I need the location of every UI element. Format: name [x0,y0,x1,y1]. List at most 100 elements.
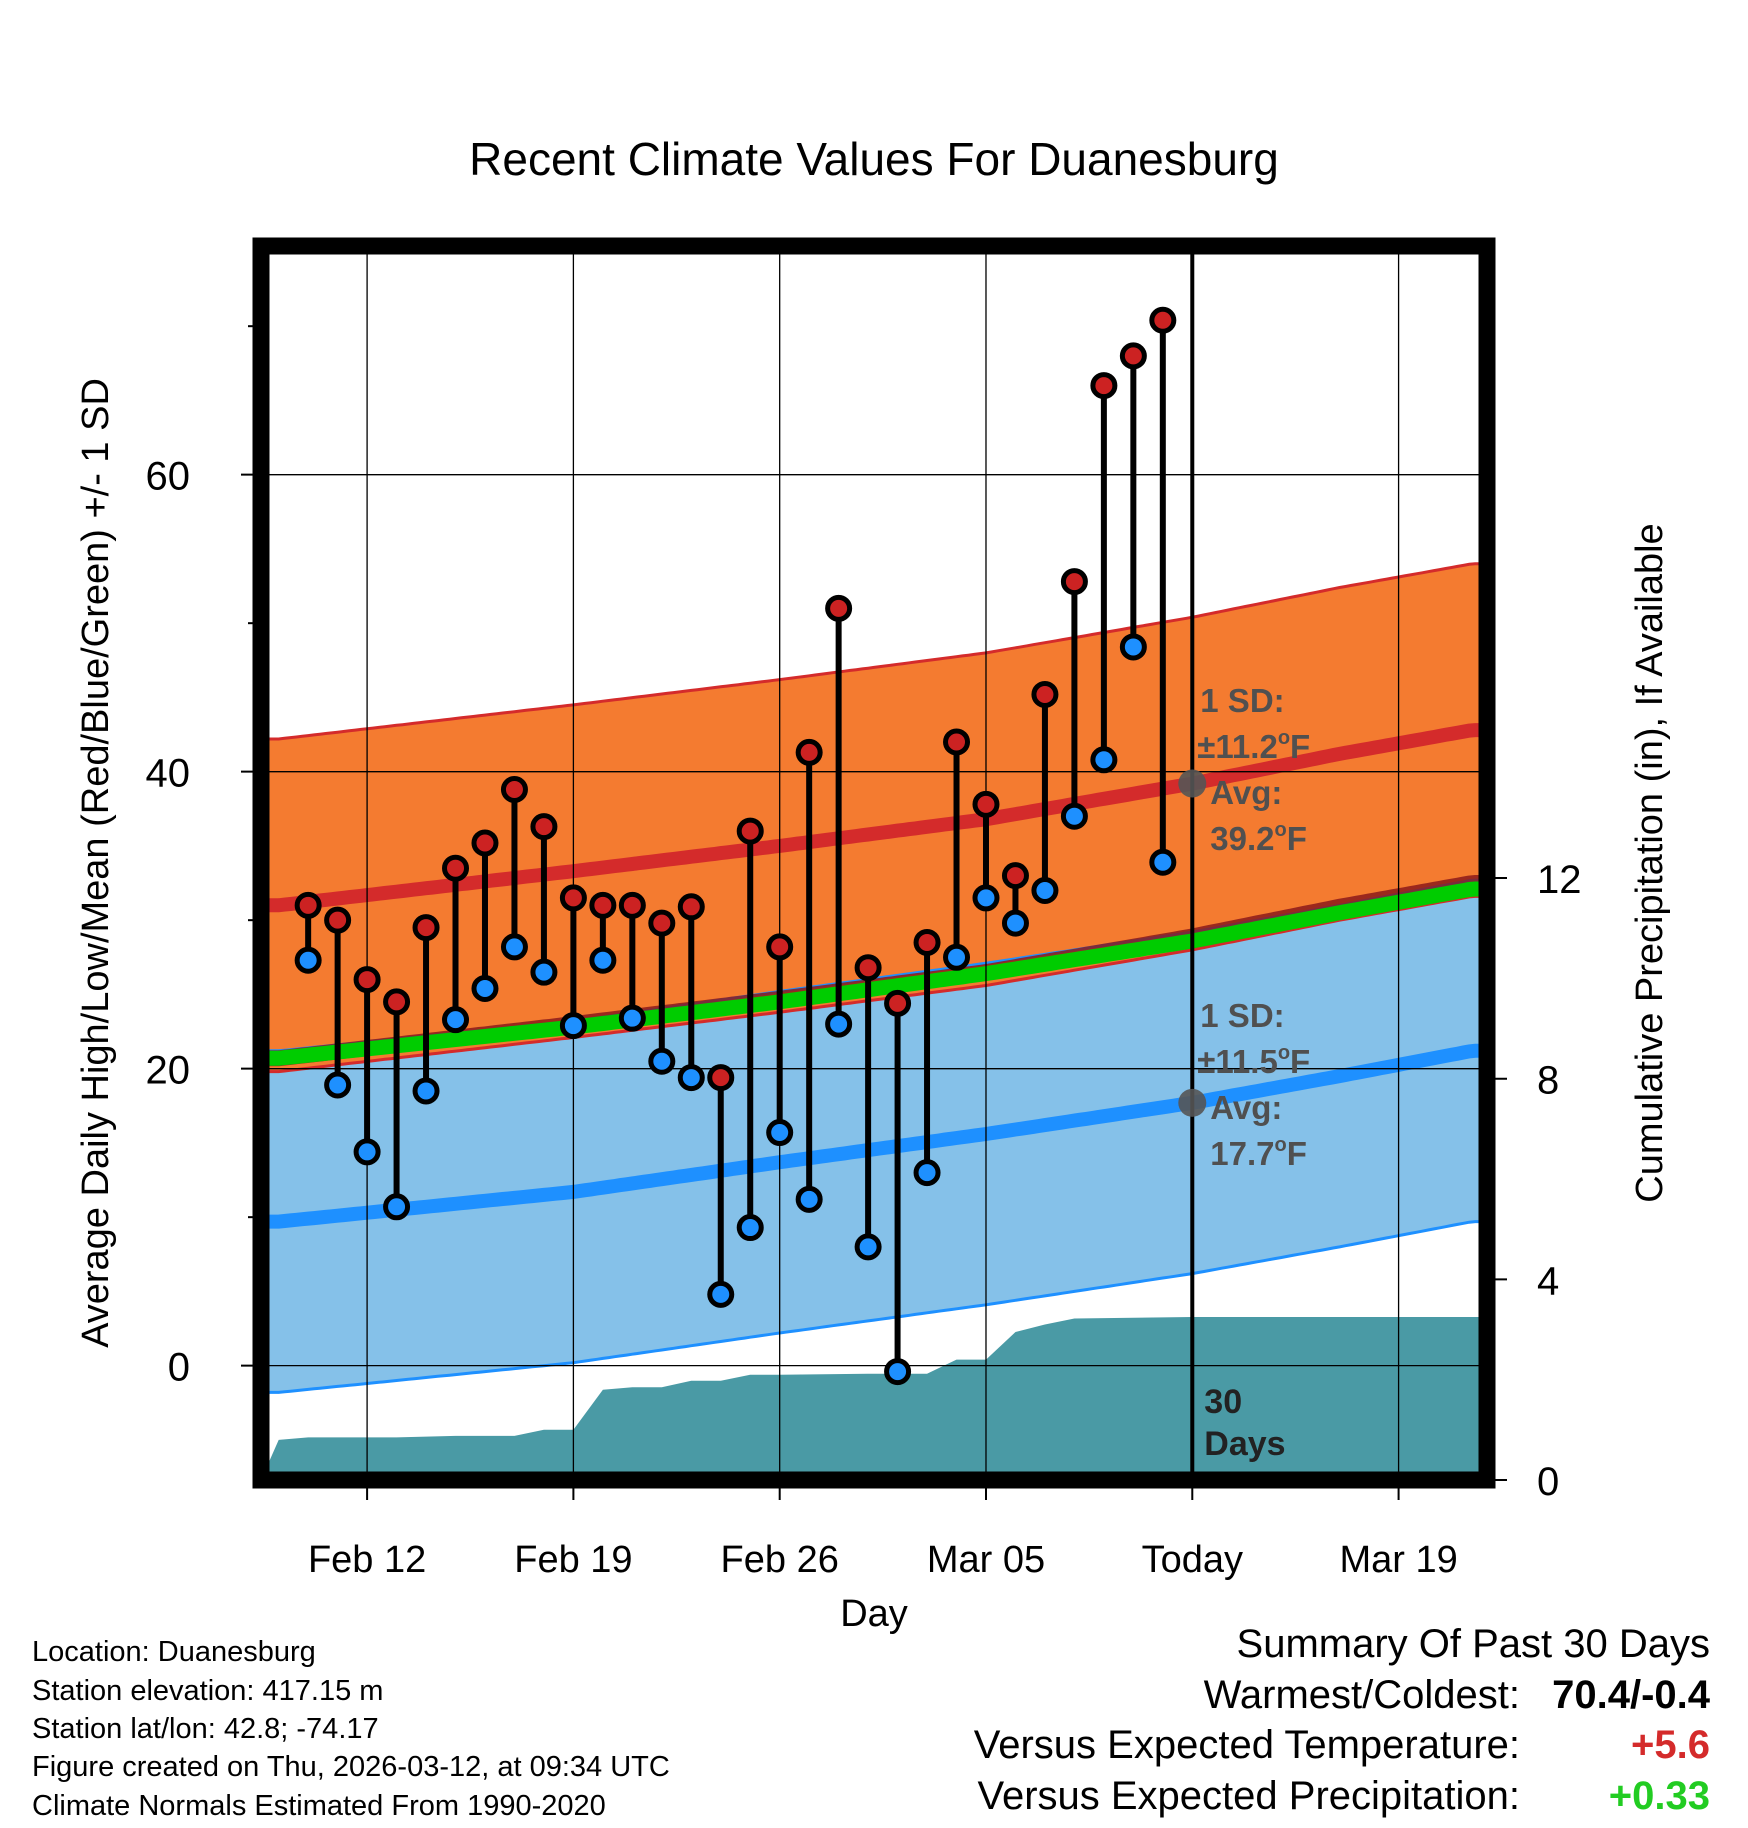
daily-low-point [559,1012,587,1040]
daily-high-point [707,1064,735,1092]
daily-high-point [766,933,794,961]
summary-temp-row: Versus Expected Temperature: +5.6 [974,1725,1710,1765]
summary-warmest-row: Warmest/Coldest: 70.4/-0.4 [1204,1675,1710,1715]
info-normals: Climate Normals Estimated From 1990-2020 [32,1790,606,1822]
x-tick-label: Feb 12 [308,1539,426,1581]
daily-high-point [471,829,499,857]
daily-high-point [795,738,823,766]
daily-high-point [1060,568,1088,596]
x-tick-label: Feb 19 [514,1539,632,1581]
high-annotation-avg-label: Avg: [1210,774,1282,811]
high-annotation-sd-label: 1 SD: [1200,682,1284,719]
y-tick-label: 0 [168,1346,190,1390]
normal-high-line [261,723,1487,913]
low-sd-band [261,880,1487,1393]
today-days-label: Days [1204,1425,1285,1463]
high-annotation-avg-value: 39.2oF [1210,819,1307,857]
daily-low-point [825,1010,853,1038]
daily-low-point [1119,633,1147,661]
today-days-count: 30 [1204,1383,1242,1421]
info-location: Location: Duanesburg [32,1636,316,1668]
daily-low-point [1001,909,1029,937]
daily-high-point [589,891,617,919]
summary-temp-label: Versus Expected Temperature: [973,1723,1520,1767]
low-annotation-today-dot [1178,1088,1207,1117]
daily-low-point [353,1138,381,1166]
daily-high-point [1119,342,1147,370]
summary-temp-value: +5.6 [1631,1723,1710,1767]
precipitation-area [261,1317,1487,1480]
info-latlon: Station lat/lon: 42.8; -74.17 [32,1713,379,1745]
daily-low-point [884,1358,912,1386]
daily-high-point [825,594,853,622]
daily-low-point [471,974,499,1002]
low-annotation-sd-unit: F [1290,1043,1310,1080]
high-annotation-today-dot [1178,769,1207,798]
daily-high-point [1090,372,1118,400]
normal-mean-line [261,881,1487,1066]
y-tick-label: 40 [146,752,191,796]
daily-high-point [972,790,1000,818]
summary-warmest-value: 70.4/-0.4 [1552,1673,1710,1717]
normal-low-line [261,1043,1487,1229]
x-tick-label: Mar 19 [1339,1539,1457,1581]
y2-tick-label: 4 [1537,1259,1559,1303]
daily-low-point [707,1280,735,1308]
daily-low-point [972,884,1000,912]
info-created: Figure created on Thu, 2026-03-12, at 09… [32,1751,670,1783]
daily-high-point [618,891,646,919]
daily-low-point [736,1214,764,1242]
y2-tick-label: 0 [1537,1460,1559,1504]
daily-high-point [1001,862,1029,890]
x-axis-label: Day [840,1593,908,1635]
daily-low-point [1031,876,1059,904]
high-annotation-sd-degree: o [1278,727,1290,749]
daily-low-point [500,933,528,961]
y-axis-label: Average Daily High/Low/Mean (Red/Blue/Gr… [75,378,117,1348]
daily-high-point [648,909,676,937]
summary-precip-label: Versus Expected Precipitation: [977,1774,1520,1818]
y-tick-label: 20 [146,1049,191,1093]
daily-high-point [736,817,764,845]
daily-high-point [1031,680,1059,708]
summary-warmest-label: Warmest/Coldest: [1203,1673,1520,1717]
daily-high-point [412,914,440,942]
daily-observations: 1 SD: ±11.2oF Avg: 39.2oF 1 SD: ±11.5oF Avg: 17… [294,306,1310,1386]
high-annotation-sd-value: ±11.2oF [1197,727,1310,765]
daily-low-point [648,1047,676,1075]
daily-low-point [854,1233,882,1261]
daily-high-point [442,854,470,882]
info-elevation: Station elevation: 417.15 m [32,1675,384,1707]
y-tick-label: 60 [146,455,191,499]
daily-high-point [559,884,587,912]
low-annotation-sd-degree: o [1278,1042,1290,1064]
high-annotation-avg-unit: F [1287,820,1307,857]
daily-low-point [1060,802,1088,830]
low-annotation-sd-label: 1 SD: [1200,997,1284,1034]
daily-low-point [795,1185,823,1213]
daily-high-point [294,891,322,919]
plot-frame [252,237,1496,1489]
x-tick-label: Mar 05 [927,1539,1045,1581]
daily-high-point [500,775,528,803]
daily-high-point [854,954,882,982]
low-band-lower-edge [261,1220,1487,1394]
daily-low-point [294,946,322,974]
high-band-lower-edge [261,894,1487,1074]
low-annotation-avg-value: 17.7oF [1210,1134,1307,1172]
y2-tick-label: 8 [1537,1059,1559,1103]
daily-high-point [913,928,941,956]
high-band-upper-edge [261,562,1487,741]
daily-high-point [324,906,352,934]
daily-low-point [766,1119,794,1147]
daily-high-point [353,966,381,994]
daily-low-point [589,946,617,974]
daily-low-point [677,1064,705,1092]
low-annotation-avg-unit: F [1287,1135,1307,1172]
summary-precip-row: Versus Expected Precipitation: +0.33 [977,1776,1710,1816]
high-annotation-sd-unit: F [1290,728,1310,765]
axes: 0 20 40 60 0 4 8 12 Feb 12 Feb 19 Feb 26 Mar 05 Toda… [146,325,1582,1581]
summary-title: Summary Of Past 30 Days [1236,1622,1710,1666]
plot-area: 30 Days [261,246,1487,1480]
